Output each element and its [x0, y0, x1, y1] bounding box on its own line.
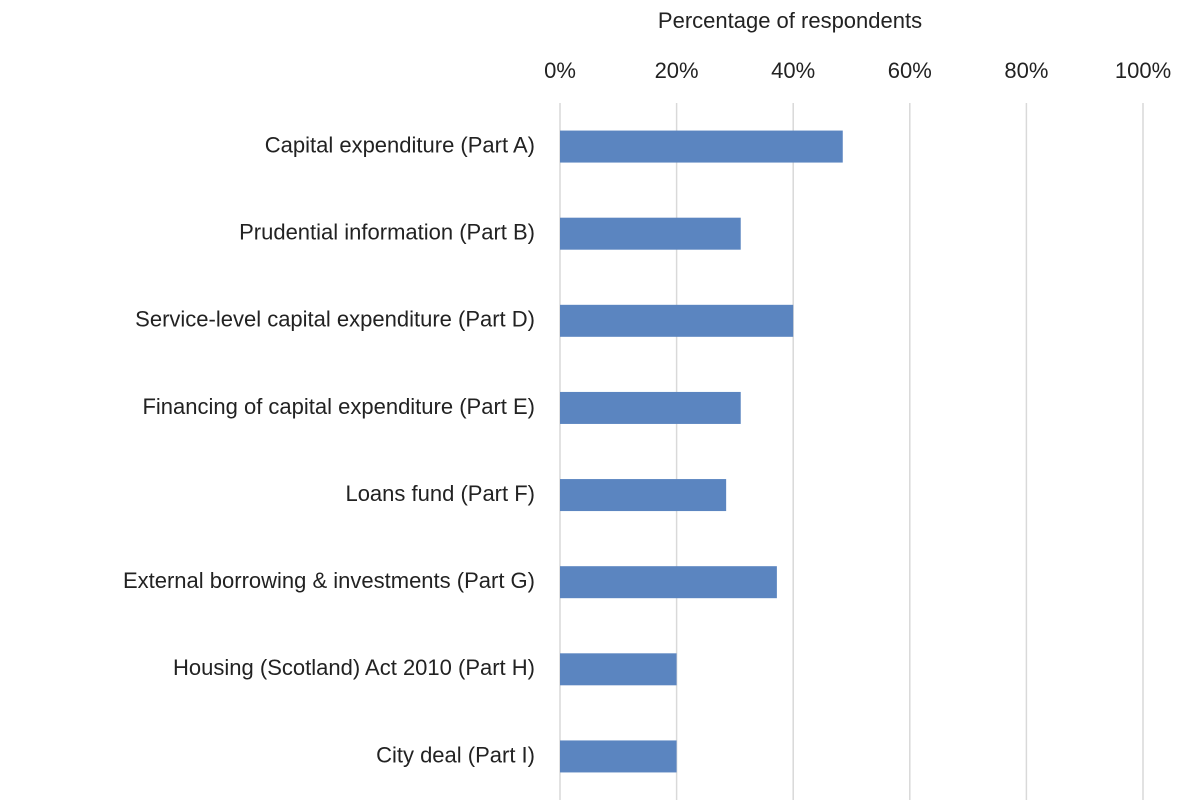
bar	[560, 391, 741, 424]
y-tick-label: Prudential information (Part B)	[239, 220, 535, 245]
y-tick-label: Service-level capital expenditure (Part …	[135, 307, 535, 332]
x-tick-label: 100%	[1115, 58, 1171, 83]
y-tick-label: Loans fund (Part F)	[345, 481, 535, 506]
y-tick-label: Housing (Scotland) Act 2010 (Part H)	[173, 655, 535, 680]
bar	[560, 304, 794, 337]
y-tick-label: External borrowing & investments (Part G…	[123, 568, 535, 593]
y-tick-label: City deal (Part I)	[376, 742, 535, 767]
x-tick-label: 80%	[1004, 58, 1048, 83]
bar	[560, 566, 777, 599]
x-axis-label: Percentage of respondents	[658, 8, 922, 33]
bar	[560, 479, 727, 512]
bar	[560, 130, 843, 163]
y-tick-label: Financing of capital expenditure (Part E…	[142, 394, 535, 419]
x-tick-label: 40%	[771, 58, 815, 83]
bar	[560, 740, 677, 773]
x-tick-label: 20%	[655, 58, 699, 83]
x-tick-label: 0%	[544, 58, 576, 83]
bar	[560, 653, 677, 686]
x-tick-label: 60%	[888, 58, 932, 83]
y-tick-label: Capital expenditure (Part A)	[265, 132, 535, 157]
bar	[560, 217, 741, 250]
